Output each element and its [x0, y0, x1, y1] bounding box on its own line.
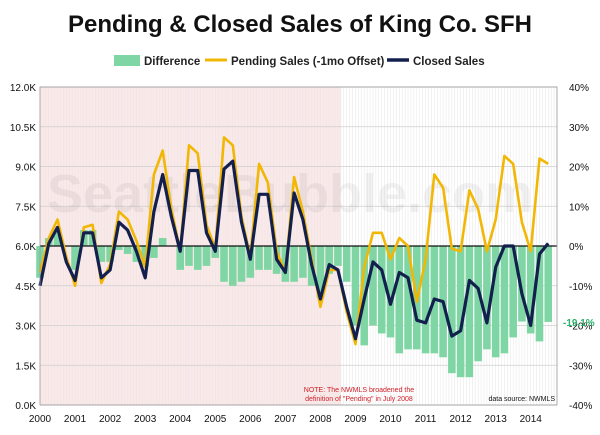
pending-sales-line [38, 136, 549, 346]
y-tick-label-right: 30% [569, 123, 589, 134]
difference-bar [500, 246, 509, 354]
y-tick-label-left: 10.5K [10, 123, 36, 134]
difference-bar [123, 246, 132, 254]
difference-bar [264, 246, 272, 270]
difference-bar [483, 246, 491, 350]
x-tick-label: 2003 [134, 414, 157, 425]
x-tick-label: 2012 [449, 414, 472, 425]
difference-bar [509, 246, 517, 338]
difference-bar [255, 246, 263, 270]
x-tick-label: 2001 [64, 414, 87, 425]
difference-bar [158, 238, 167, 246]
x-tick-label: 2014 [520, 414, 543, 425]
x-tick-label: 2006 [239, 414, 262, 425]
difference-bar [526, 246, 535, 334]
legend: Difference Pending Sales (-1mo Offset) C… [114, 55, 485, 68]
y-tick-label-right: -30% [569, 361, 592, 372]
legend-label-pending: Pending Sales (-1mo Offset) [231, 56, 385, 68]
difference-bar [377, 246, 386, 334]
y-tick-label-right: -10% [569, 282, 592, 293]
chart-title: Pending & Closed Sales of King Co. SFH [68, 11, 532, 38]
difference-bar [228, 246, 237, 286]
y-tick-label-right: 40% [569, 83, 589, 94]
difference-bar [237, 246, 246, 282]
y-tick-label-right: 10% [569, 202, 589, 213]
difference-bar [115, 246, 123, 250]
difference-bar [185, 246, 193, 266]
y-tick-label-left: 7.5K [15, 202, 36, 213]
difference-bar [456, 246, 465, 378]
difference-bar [176, 246, 185, 270]
nwmls-note: NOTE: The NWMLS broadened the [304, 387, 414, 394]
x-tick-label: 2010 [379, 414, 402, 425]
y-tick-label-right: -20% [569, 322, 592, 333]
difference-bar [97, 246, 106, 262]
difference-bar [474, 246, 482, 362]
difference-bar [342, 246, 351, 282]
difference-bar [404, 246, 412, 350]
y-tick-label-left: 3.0K [15, 322, 36, 333]
y-tick-label-left: 1.5K [15, 361, 36, 372]
plot-area: SeattleBubble.com0.0K1.5K3.0K4.5K6.0K7.5… [10, 83, 595, 425]
y-tick-label-right: 0% [569, 242, 584, 253]
difference-bar [106, 246, 114, 262]
x-tick-label: 2004 [169, 414, 192, 425]
difference-bar [299, 246, 307, 278]
difference-bar [150, 246, 158, 258]
difference-bar [220, 246, 228, 282]
end-value-label: -19.1% [563, 318, 595, 329]
difference-bar [386, 246, 395, 338]
x-tick-label: 2000 [29, 414, 52, 425]
y-tick-label-left: 4.5K [15, 282, 36, 293]
difference-bar [518, 246, 526, 322]
difference-bar [421, 246, 430, 354]
difference-bar [316, 246, 325, 298]
data-source: data source: NWMLS [488, 396, 555, 403]
difference-bar [71, 246, 79, 270]
x-tick-label: 2005 [204, 414, 227, 425]
difference-bar [448, 246, 456, 374]
difference-bar [395, 246, 404, 354]
y-tick-label-right: -40% [569, 401, 592, 412]
y-tick-label-left: 12.0K [10, 83, 36, 94]
x-tick-label: 2011 [415, 414, 437, 425]
y-tick-label-right: 20% [569, 163, 589, 174]
difference-bar [193, 246, 202, 270]
difference-bar [202, 246, 211, 266]
difference-bar [544, 246, 553, 322]
x-tick-label: 2008 [309, 414, 332, 425]
difference-bar [535, 246, 544, 342]
closed-sales-line [38, 159, 550, 341]
x-tick-label: 2007 [274, 414, 297, 425]
y-tick-label-left: 0.0K [15, 401, 36, 412]
x-tick-label: 2013 [485, 414, 508, 425]
difference-bar [325, 246, 333, 274]
difference-bar [351, 246, 360, 326]
y-tick-label-left: 9.0K [15, 163, 36, 174]
difference-bar [491, 246, 500, 358]
difference-bar [334, 246, 342, 266]
plot-frame [39, 86, 558, 406]
difference-bar [465, 246, 474, 378]
legend-label-difference: Difference [144, 56, 200, 68]
difference-bar [369, 246, 377, 326]
difference-bar [246, 246, 255, 278]
nwmls-note: definition of "Pending" in July 2008 [305, 396, 413, 403]
difference-bar [53, 230, 62, 246]
x-tick-label: 2002 [99, 414, 122, 425]
x-tick-label: 2009 [344, 414, 367, 425]
y-tick-label-left: 6.0K [15, 242, 36, 253]
legend-swatch-difference [114, 55, 140, 66]
legend-label-closed: Closed Sales [413, 56, 485, 68]
difference-bar [290, 246, 298, 282]
